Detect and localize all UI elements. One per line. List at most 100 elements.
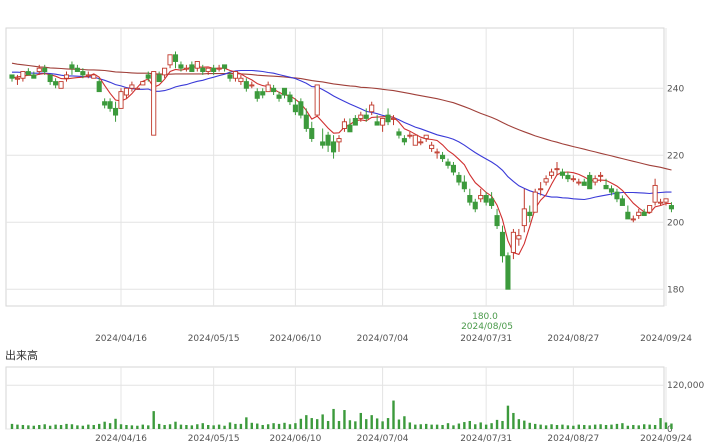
candle-body <box>96 81 102 93</box>
candle <box>434 148 440 159</box>
volume-bar <box>632 424 635 429</box>
candle <box>320 128 326 149</box>
volume-bar <box>359 412 362 429</box>
volume-bar <box>81 425 85 429</box>
volume-bar <box>354 421 357 429</box>
candle <box>614 188 620 203</box>
volume-bar <box>250 422 253 429</box>
price-y-ticks: 240 220 200 180 <box>667 84 684 295</box>
candle-body <box>336 138 342 143</box>
volume-bar <box>621 423 624 429</box>
volume-bar <box>114 418 117 429</box>
candle-body <box>211 67 217 72</box>
candle <box>401 135 407 146</box>
candle-body <box>587 174 593 190</box>
candle <box>91 74 97 79</box>
candle-body <box>363 114 369 119</box>
candlesticks <box>9 51 674 290</box>
candle <box>587 172 593 190</box>
volume-bar <box>239 423 243 429</box>
volume-bar <box>223 425 226 429</box>
candle <box>630 215 636 223</box>
candle <box>625 205 631 220</box>
price-x-tick-label: 2024/05/15 <box>188 334 240 344</box>
candle-body <box>325 134 331 146</box>
candle-body <box>407 134 413 137</box>
candle-body <box>58 81 64 89</box>
candle-body <box>314 84 320 116</box>
volume-bar <box>174 421 177 429</box>
candle-body <box>162 67 168 76</box>
volume-bar <box>474 424 477 429</box>
candle <box>309 121 315 142</box>
candle <box>423 134 429 142</box>
candle <box>510 228 516 260</box>
candle-body <box>412 134 418 146</box>
volume-bar <box>555 424 559 429</box>
volume-bar <box>261 424 264 429</box>
candle <box>129 81 135 92</box>
candle <box>162 67 168 79</box>
candle-body <box>260 91 266 96</box>
volume-bar <box>294 423 297 429</box>
candle <box>352 115 358 126</box>
volume-bar <box>659 418 662 429</box>
candle-body <box>608 188 615 193</box>
candle <box>314 84 320 116</box>
volume-bar <box>130 425 134 429</box>
candle <box>232 71 239 82</box>
candle-body <box>385 114 391 123</box>
candle-body <box>554 168 560 171</box>
volume-bar <box>425 423 428 429</box>
candle-body <box>107 101 113 109</box>
volume-bar <box>626 425 630 429</box>
candle-body <box>559 171 565 176</box>
candle <box>489 192 495 209</box>
candle-body <box>489 198 495 206</box>
volume-bar <box>593 424 597 429</box>
candle-body <box>549 171 555 176</box>
volume-bar <box>599 424 602 429</box>
candle-body <box>429 144 435 150</box>
volume-panel-frame <box>5 366 665 430</box>
candle-body <box>156 74 162 83</box>
volume-bar <box>21 424 25 429</box>
volume-bar <box>435 424 439 429</box>
candle <box>9 74 15 82</box>
price-y-tick-label: 180 <box>667 285 684 295</box>
volume-y-ticks: 120,000 0 <box>667 381 704 435</box>
candle-body <box>238 77 244 83</box>
candle <box>140 81 146 86</box>
volume-bar <box>152 411 155 429</box>
candle <box>418 138 424 146</box>
volume-bar <box>479 422 482 429</box>
candle-body <box>20 71 26 79</box>
candle <box>303 108 309 132</box>
candle <box>663 198 669 206</box>
candle-body <box>123 87 129 96</box>
candle-body <box>221 64 228 69</box>
volume-bar <box>583 424 586 429</box>
candle <box>281 87 288 99</box>
candle <box>608 185 615 196</box>
candle-body <box>516 235 522 240</box>
volume-bar <box>337 420 341 429</box>
volume-bar <box>125 424 128 429</box>
candle <box>25 68 31 76</box>
candle <box>167 54 173 69</box>
candle <box>516 228 522 246</box>
candle-body <box>499 231 506 257</box>
candle <box>69 61 75 75</box>
candle <box>549 168 555 179</box>
volume-bar <box>310 418 313 429</box>
price-x-ticks: 2024/04/16 2024/05/15 2024/06/10 2024/07/04… <box>95 334 692 344</box>
candle <box>123 87 129 99</box>
candle <box>461 175 467 193</box>
candle-body <box>151 71 157 136</box>
price-x-tick-label: 2024/04/16 <box>95 334 147 344</box>
candle-body <box>25 71 31 76</box>
volume-bar <box>272 423 275 429</box>
candle-body <box>527 211 533 217</box>
candle <box>243 78 249 92</box>
volume-bar <box>48 425 52 429</box>
